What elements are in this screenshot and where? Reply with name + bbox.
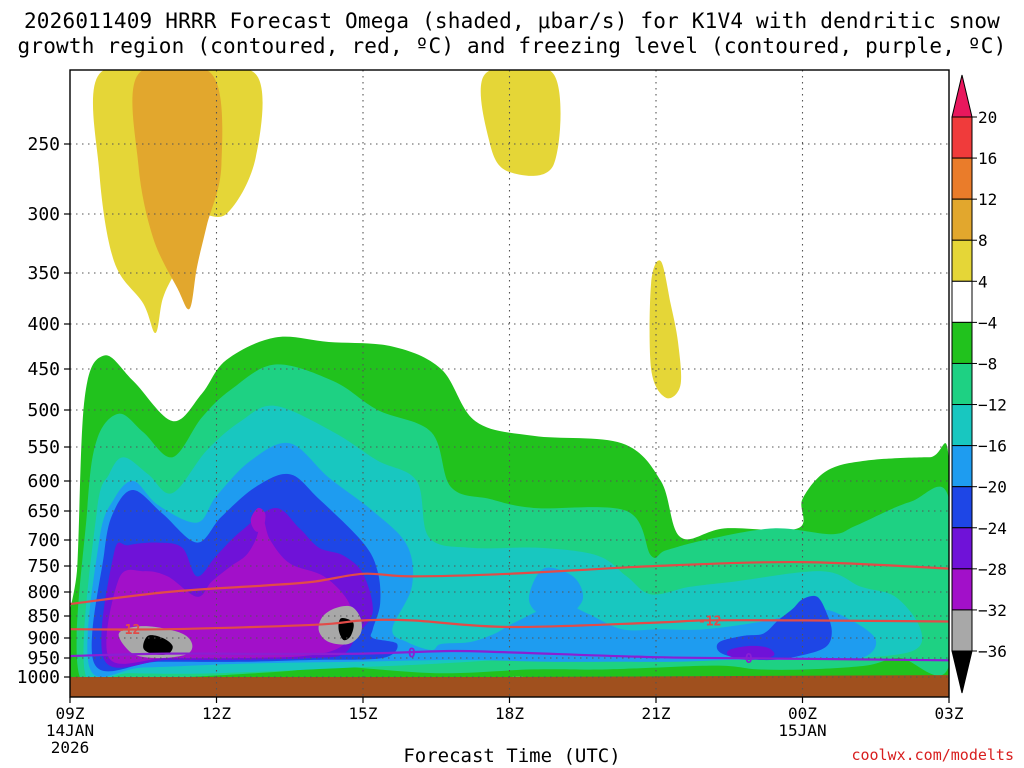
y-tick-label-800: 800 [27, 582, 60, 603]
y-tick-label-350: 350 [27, 263, 60, 284]
omega-region-1 [132, 70, 223, 310]
colorbar-band-5 [951, 321, 973, 364]
y-tick-label-850: 850 [27, 606, 60, 627]
x-tick-label-15Z: 15Z [349, 704, 378, 723]
colorbar-band-9 [951, 486, 973, 529]
colorbar-band-1 [951, 157, 973, 200]
colorbar-band-2 [951, 198, 973, 241]
omega-region-8 [528, 567, 584, 620]
omega-region-2 [480, 70, 561, 176]
colorbar-label-4: 4 [978, 272, 988, 291]
chart-title-line2: growth region (contoured, red, ºC) and f… [17, 34, 1007, 58]
omega-shading [70, 70, 949, 697]
omega-colorbar: 20 16 12 8 4 −4 −8 −12 −16 −20 −24 −28 −32 −36 [951, 74, 1007, 694]
contour-label-freezing-level-0: 0 [408, 646, 416, 661]
omega-region-18 [250, 507, 266, 532]
y-tick-label-500: 500 [27, 400, 60, 421]
y-tick-label-450: 450 [27, 359, 60, 380]
x-tick-label-18Z: 18Z [495, 704, 524, 723]
colorbar-label-5: −4 [978, 313, 997, 332]
contour-label-dendritic-bottom-1: -12 [698, 614, 721, 629]
temperature-contours: -12 -12 0 0 [70, 560, 949, 667]
colorbar-band-0 [951, 116, 973, 159]
colorbar-band-12 [951, 609, 973, 652]
omega-region-13 [106, 519, 354, 664]
x-tick-label-09Z: 09Z [56, 704, 85, 723]
colorbar-band-11 [951, 568, 973, 611]
y-tick-label-900: 900 [27, 628, 60, 649]
y-tick-label-950: 950 [27, 648, 60, 669]
site-credit[interactable]: coolwx.com/modelts [851, 746, 1014, 764]
colorbar-label-6: −8 [978, 354, 997, 373]
contour-dendritic-top [70, 560, 949, 606]
gridlines [70, 70, 949, 697]
contour-label-dendritic-bottom-0: -12 [117, 623, 140, 638]
x-tick-label-03Z: 03Z [935, 704, 964, 723]
y-tick-label-650: 650 [27, 501, 60, 522]
colorbar-cap-top [951, 74, 973, 118]
x-tick-sublabel-09Z-1: 2026 [51, 738, 90, 757]
omega-region-16 [143, 635, 173, 655]
colorbar-label-7: −12 [978, 396, 1007, 415]
colorbar-band-7 [951, 404, 973, 447]
colorbar-label-8: −16 [978, 437, 1007, 456]
y-tick-label-1000: 1000 [17, 667, 60, 688]
terrain-ground [70, 675, 949, 697]
omega-region-3 [649, 260, 682, 399]
pressure-axis: 2503003504004505005506006507007508008509… [17, 134, 70, 688]
colorbar-band-10 [951, 527, 973, 570]
colorbar-band-3 [951, 239, 973, 282]
colorbar-label-9: −20 [978, 478, 1007, 497]
colorbar-label-13: −36 [978, 642, 1007, 661]
colorbar-band-8 [951, 445, 973, 488]
x-tick-sublabel-09Z-0: 14JAN [46, 721, 94, 740]
x-tick-label-21Z: 21Z [642, 704, 671, 723]
colorbar-band-6 [951, 362, 973, 406]
contour-freezing-level [70, 649, 949, 662]
omega-region-12 [726, 645, 775, 660]
colorbar-band-4 [951, 280, 973, 323]
contour-label-freezing-level-1: 0 [745, 652, 753, 667]
y-tick-label-550: 550 [27, 437, 60, 458]
y-tick-label-250: 250 [27, 134, 60, 155]
chart-title-line1: 2026011409 HRRR Forecast Omega (shaded, … [23, 9, 1001, 33]
y-tick-label-700: 700 [27, 530, 60, 551]
x-tick-label-12Z: 12Z [202, 704, 231, 723]
y-tick-label-400: 400 [27, 314, 60, 335]
colorbar-label-3: 8 [978, 231, 988, 250]
y-tick-label-600: 600 [27, 471, 60, 492]
y-tick-label-750: 750 [27, 556, 60, 577]
x-axis-title: Forecast Time (UTC) [403, 745, 621, 767]
colorbar-label-10: −24 [978, 519, 1007, 538]
y-tick-label-300: 300 [27, 204, 60, 225]
omega-region-10 [716, 595, 832, 661]
colorbar-cap-bottom [951, 650, 973, 694]
x-tick-sublabel-00Z-0: 15JAN [778, 721, 826, 740]
colorbar-label-0: 20 [978, 108, 997, 127]
colorbar-label-12: −32 [978, 601, 1007, 620]
colorbar-label-1: 16 [978, 149, 997, 168]
colorbar-label-2: 12 [978, 190, 997, 209]
x-tick-label-00Z: 00Z [788, 704, 817, 723]
contour-dendritic-bottom [70, 618, 949, 631]
colorbar-label-11: −28 [978, 560, 1007, 579]
